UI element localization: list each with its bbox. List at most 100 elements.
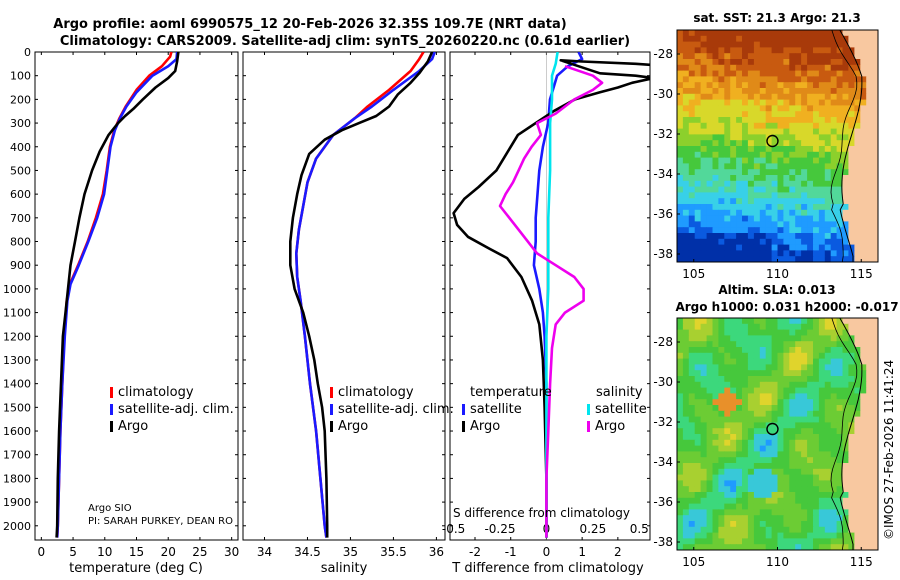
map-cell: [842, 480, 849, 487]
map-cell: [795, 151, 802, 159]
map-cell: [718, 99, 725, 106]
map-cell: [753, 198, 761, 205]
map-cell: [753, 59, 761, 66]
map-cell: [771, 175, 779, 182]
map-cell: [836, 468, 844, 476]
map-cell: [724, 335, 731, 342]
map-cell: [836, 387, 844, 394]
x-tick-label: 34.5: [294, 545, 321, 559]
map-cell: [818, 399, 826, 406]
map-cell: [830, 70, 838, 77]
map-cell: [795, 457, 802, 464]
map-cell: [677, 70, 684, 77]
map-cell: [872, 140, 878, 147]
map-cell: [795, 221, 802, 228]
map-cell: [842, 497, 849, 505]
map-cell: [777, 209, 784, 217]
map-cell: [813, 532, 820, 539]
map-cell: [682, 227, 690, 234]
map-cell: [682, 347, 690, 354]
map-cell: [765, 318, 773, 325]
map-cell: [818, 163, 826, 170]
map-cell: [830, 335, 838, 342]
map-cell: [771, 445, 779, 452]
map-cell: [848, 82, 855, 89]
map-cell: [777, 335, 784, 342]
map-cell: [736, 451, 743, 458]
map-cell: [860, 238, 867, 246]
map-cell: [718, 503, 725, 510]
map-cell: [706, 532, 714, 539]
map-cell: [818, 486, 826, 493]
map-cell: [730, 238, 737, 246]
map-cell: [682, 521, 690, 528]
map-cell: [682, 381, 690, 389]
map-cell: [730, 439, 737, 447]
map-cell: [736, 198, 743, 205]
map-cell: [795, 468, 802, 476]
map-cell: [818, 451, 826, 458]
map-cell: [694, 169, 702, 176]
map-cell: [860, 364, 867, 371]
map-cell: [694, 399, 702, 406]
map-cell: [860, 352, 867, 360]
map-cell: [694, 122, 702, 130]
map-cell: [736, 457, 743, 464]
map-cell: [759, 364, 767, 371]
map-cell: [753, 393, 761, 400]
map-cell: [818, 416, 826, 423]
map-cell: [742, 503, 749, 510]
map-cell: [872, 163, 878, 170]
map-cell: [824, 457, 832, 464]
map-cell: [753, 538, 761, 545]
map-cell: [836, 111, 844, 118]
map-cell: [724, 204, 731, 211]
map-cell: [777, 151, 784, 159]
map-cell: [688, 532, 696, 539]
map-cell: [753, 227, 761, 234]
map-cell: [753, 82, 761, 89]
map-cell: [818, 209, 826, 217]
map-cell: [700, 538, 708, 545]
map-cell: [783, 175, 790, 182]
map-cell: [842, 445, 849, 452]
map-cell: [765, 341, 773, 348]
map-cell: [682, 99, 690, 106]
map-cell: [688, 30, 696, 37]
map-cell: [866, 463, 873, 470]
map-cell: [866, 180, 873, 188]
map-cell: [736, 70, 743, 77]
x-tick-label: 2: [614, 545, 622, 559]
map-cell: [836, 146, 844, 153]
map-cell: [694, 180, 702, 188]
map-cell: [848, 445, 855, 452]
map-cell: [747, 347, 755, 354]
map-cell: [866, 99, 873, 106]
map-cell: [830, 416, 838, 423]
map-cell: [818, 221, 826, 228]
map-cell: [677, 468, 684, 476]
map-cell: [813, 53, 820, 60]
map-cell: [753, 439, 761, 447]
map-cell: [682, 180, 690, 188]
map-cell: [866, 376, 873, 383]
map-cell: [842, 204, 849, 211]
map-cell: [842, 198, 849, 205]
map-cell: [777, 134, 784, 141]
map-cell: [783, 352, 790, 360]
map-cell: [753, 175, 761, 182]
map-cell: [700, 35, 708, 43]
map-cell: [860, 341, 867, 348]
map-cell: [854, 122, 861, 130]
map-cell: [759, 422, 767, 429]
map-cell: [795, 233, 802, 240]
map-cell: [730, 186, 737, 193]
map-cell: [777, 416, 784, 423]
map-cell: [706, 41, 714, 48]
map-cell: [718, 35, 725, 43]
map-cell: [813, 370, 820, 377]
map-cell: [824, 503, 832, 510]
map-cell: [736, 227, 743, 234]
map-cell: [830, 323, 838, 331]
map-cell: [872, 468, 878, 476]
